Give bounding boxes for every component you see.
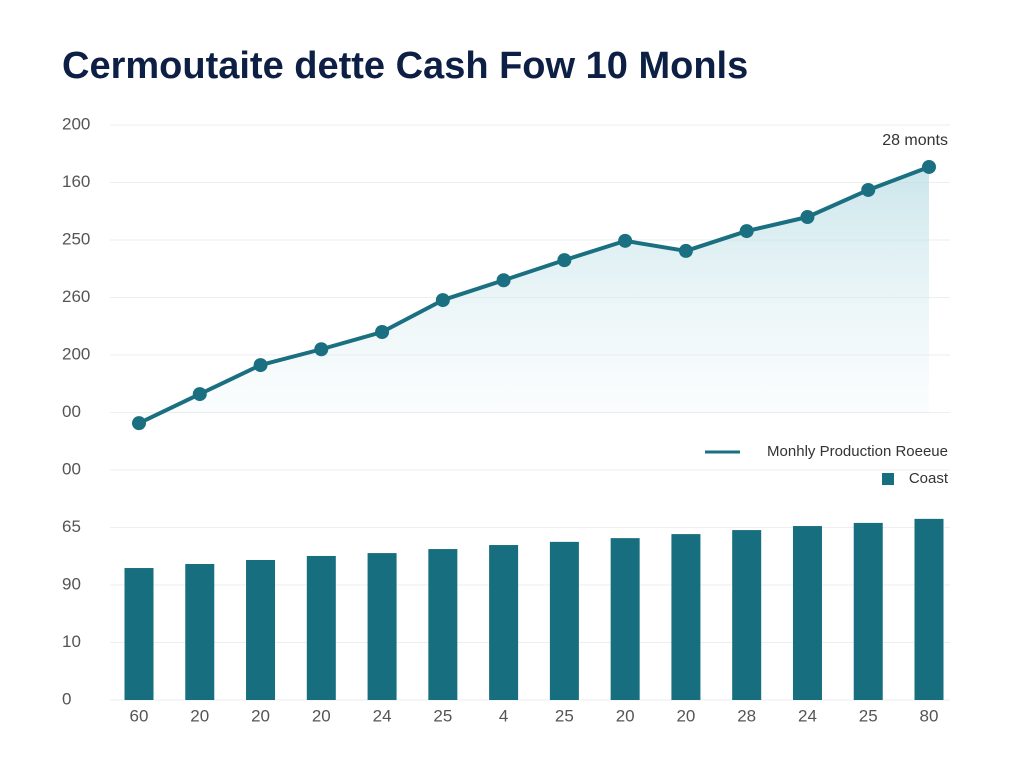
legend-swatch	[882, 473, 894, 485]
x-tick-label: 24	[373, 706, 392, 725]
chart-title: Cermoutaite dette Cash Fow 10 Monls	[62, 45, 748, 87]
x-tick-label: 20	[616, 706, 635, 725]
bar	[549, 541, 579, 700]
legend-label: Coast	[909, 470, 949, 487]
point	[922, 159, 936, 174]
point	[496, 273, 511, 288]
x-tick-label: 4	[499, 706, 508, 725]
point	[618, 233, 633, 248]
x-tick-label: 24	[798, 706, 817, 725]
bar	[489, 545, 519, 700]
x-tick-label: 20	[676, 706, 695, 725]
bar	[732, 530, 762, 700]
y-tick-label: 250	[62, 229, 90, 248]
legend-label: Monhly Production Roeeue	[767, 443, 948, 460]
x-tick-label: 25	[859, 706, 878, 725]
x-tick-label: 60	[130, 706, 149, 725]
y-tick-label: 200	[62, 344, 90, 363]
x-tick-label: 20	[312, 706, 331, 725]
bar	[914, 518, 944, 700]
bar	[124, 568, 154, 700]
point	[192, 387, 207, 402]
point	[800, 210, 815, 224]
annotation: 28 monts	[882, 132, 948, 149]
area	[139, 166, 929, 424]
point	[375, 325, 390, 339]
bar	[367, 553, 397, 700]
y-tick-label: 260	[62, 287, 90, 306]
y-tick-label: 160	[62, 172, 90, 191]
y-tick-label: 10	[62, 632, 81, 651]
point	[861, 182, 876, 197]
bar	[246, 559, 276, 700]
y-tick-label: 65	[62, 517, 81, 536]
point	[557, 253, 572, 268]
y-tick-label: 00	[62, 459, 81, 478]
x-tick-label: 25	[555, 706, 574, 725]
y-tick-label: 200	[62, 114, 90, 133]
bar	[428, 549, 458, 700]
x-tick-label: 20	[251, 706, 270, 725]
point	[314, 342, 329, 357]
x-tick-label: 80	[920, 706, 939, 725]
point	[253, 358, 268, 373]
bar	[185, 564, 215, 700]
point	[435, 293, 450, 308]
point	[132, 416, 146, 431]
bar	[671, 534, 701, 700]
y-tick-label: 90	[62, 574, 81, 593]
bar	[853, 522, 883, 700]
bar	[306, 555, 336, 700]
point	[678, 243, 693, 258]
x-tick-label: 20	[190, 706, 209, 725]
point	[739, 224, 754, 239]
x-tick-label: 25	[433, 706, 452, 725]
bar	[610, 538, 640, 700]
line	[138, 165, 930, 425]
bar	[792, 526, 822, 700]
y-tick-label: 00	[62, 402, 81, 421]
x-tick-label: 28	[737, 706, 756, 725]
y-tick-label: 0	[62, 689, 71, 708]
